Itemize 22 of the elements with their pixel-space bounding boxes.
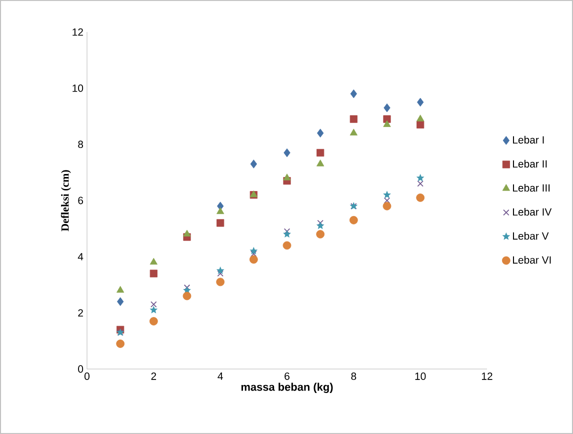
x-tick-label: 12: [482, 372, 492, 380]
y-tick-label: 2: [78, 309, 83, 316]
x-tick-label: 6: [284, 372, 290, 380]
x-tick-label: 2: [151, 372, 156, 380]
y-tick-label: 6: [78, 196, 84, 204]
x-axis-title: massa beban (kg): [241, 382, 333, 394]
legend-label: Lebar I: [513, 136, 544, 144]
y-tick-label: 0: [78, 365, 84, 373]
x-tick-label: 8: [351, 372, 356, 380]
y-tick-label: 10: [72, 84, 84, 92]
x-tick-label: 0: [84, 372, 90, 380]
x-tick-label: 4: [218, 372, 223, 380]
legend-label: Lebar V: [513, 232, 549, 240]
legend-label: Lebar VI: [513, 256, 551, 264]
y-tick-label: 12: [72, 28, 83, 36]
y-tick-label: 8: [78, 140, 84, 148]
y-tick-label: 4: [78, 253, 84, 260]
y-axis-title: Defleksi (cm): [60, 170, 71, 232]
legend-label: Lebar II: [513, 160, 547, 168]
legend-label: Lebar IV: [513, 208, 552, 216]
legend-label: Lebar III: [513, 184, 550, 192]
x-tick-label: 10: [415, 372, 426, 380]
